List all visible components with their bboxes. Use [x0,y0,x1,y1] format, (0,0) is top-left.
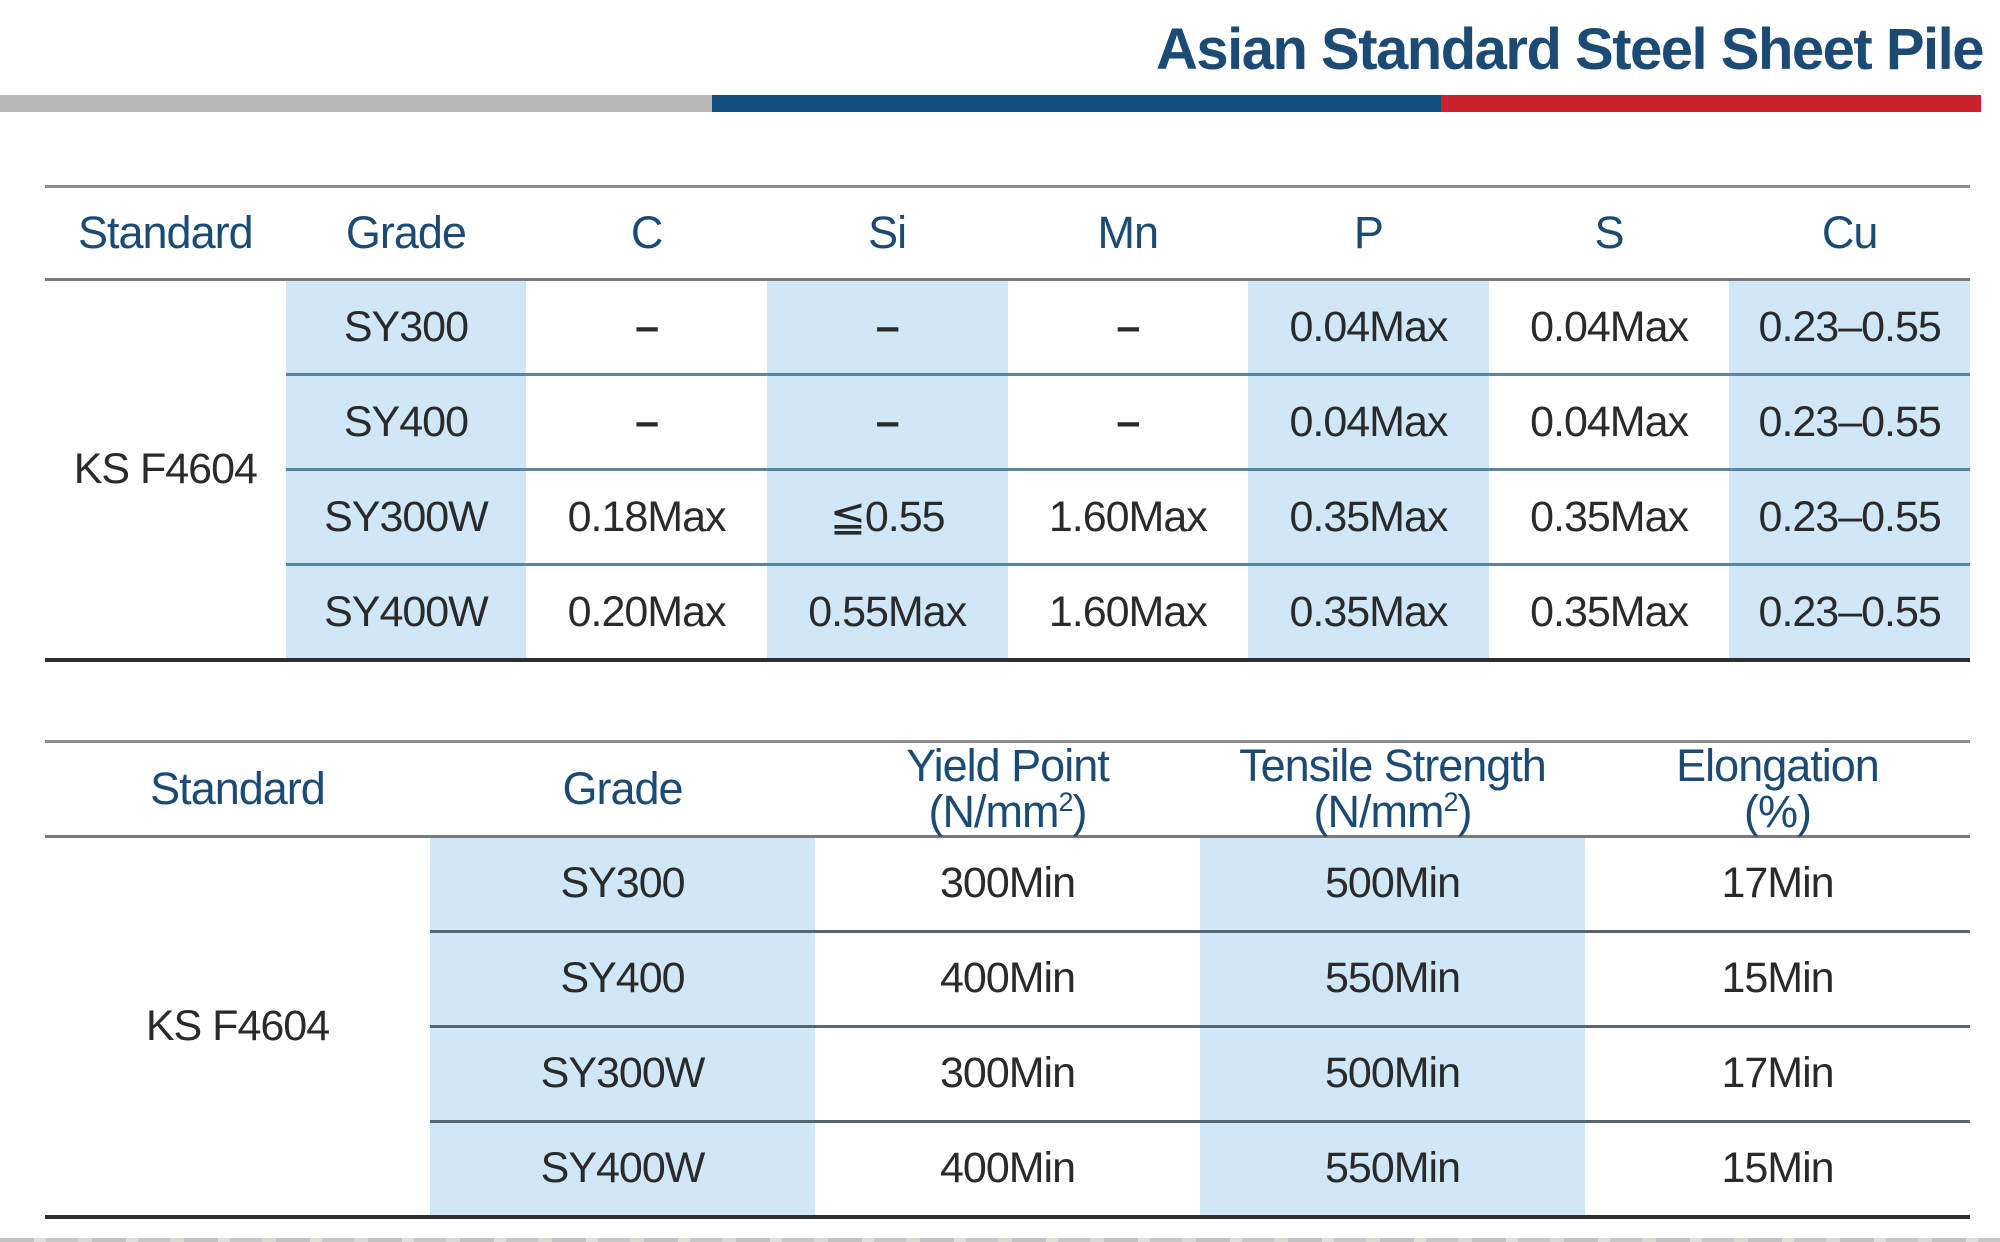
column-header-cu: Cu [1729,185,1970,281]
mn-cell: 1.60Max [1007,469,1249,566]
s-cell: 0.04Max [1488,374,1730,471]
table-row: KS F4604 SY300 – – – 0.04Max 0.04Max 0.2… [45,279,1970,662]
accent-bar-red-segment [1441,95,1981,112]
elongation-cell: 17Min [1585,836,1970,933]
column-header-tensile-strength: Tensile Strength (N/mm2) [1200,740,1585,838]
table-row: SY400 400Min 550Min 15Min [45,931,1970,1028]
table-row: SY300W 0.18Max ≦0.55 1.60Max 0.35Max 0.3… [45,469,1970,566]
tensile-strength-cell: 500Min [1200,836,1585,933]
column-header-s: S [1488,185,1730,281]
grade-cell: SY400W [285,564,527,662]
grade-cell: SY300W [285,469,527,566]
elongation-cell: 17Min [1585,1026,1970,1123]
cu-cell: 0.23–0.55 [1729,564,1970,662]
si-cell: ≦0.55 [766,469,1008,566]
c-cell: 0.18Max [526,469,767,566]
p-cell: 0.35Max [1248,469,1489,566]
table-row: KS F4604 SY300 300Min 500Min 17Min [45,836,1970,1219]
s-cell: 0.35Max [1488,564,1730,662]
mn-cell: – [1007,374,1249,471]
mechanical-properties-table: Standard Grade Yield Point (N/mm2) Tensi… [45,740,1970,1219]
p-cell: 0.35Max [1248,564,1489,662]
column-header-yield-point: Yield Point (N/mm2) [815,740,1200,838]
grade-cell: SY400W [430,1121,815,1219]
yield-point-cell: 400Min [815,931,1200,1028]
table-row: SY400W 0.20Max 0.55Max 1.60Max 0.35Max 0… [45,564,1970,662]
c-cell: 0.20Max [526,564,767,662]
column-header-c: C [526,185,767,281]
accent-bar [0,95,1981,112]
column-header-standard: Standard [45,185,286,281]
c-cell: – [526,279,767,376]
yield-point-cell: 300Min [815,836,1200,933]
cu-cell: 0.23–0.55 [1729,469,1970,566]
column-header-p: P [1248,185,1489,281]
accent-bar-blue-segment [712,95,1441,112]
tensile-strength-cell: 500Min [1200,1026,1585,1123]
accent-bar-gray-segment [0,95,712,112]
column-header-elongation: Elongation (%) [1585,740,1970,838]
p-cell: 0.04Max [1248,374,1489,471]
standard-cell: KS F4604 [45,836,430,1219]
cu-cell: 0.23–0.55 [1729,279,1970,376]
s-cell: 0.04Max [1488,279,1730,376]
column-header-mn: Mn [1007,185,1249,281]
elongation-unit: (%) [1744,785,1812,837]
mn-cell: – [1007,279,1249,376]
standard-cell: KS F4604 [45,279,286,662]
tensile-strength-cell: 550Min [1200,1121,1585,1219]
chemical-composition-table: Standard Grade C Si Mn P S Cu KS F4604 S… [45,185,1970,662]
standard-value: KS F4604 [73,445,258,493]
c-cell: – [526,374,767,471]
elongation-cell: 15Min [1585,1121,1970,1219]
table-row: SY400W 400Min 550Min 15Min [45,1121,1970,1219]
column-header-grade: Grade [430,740,815,838]
s-cell: 0.35Max [1488,469,1730,566]
standard-value: KS F4604 [145,1001,330,1050]
si-cell: – [766,279,1008,376]
grade-cell: SY400 [430,931,815,1028]
grade-cell: SY300W [430,1026,815,1123]
bottom-edge-line [0,1238,2000,1242]
yield-point-unit: (N/mm2) [928,785,1088,837]
p-cell: 0.04Max [1248,279,1489,376]
column-header-standard: Standard [45,740,430,838]
elongation-cell: 15Min [1585,931,1970,1028]
grade-cell: SY300 [285,279,527,376]
table-row: SY300W 300Min 500Min 17Min [45,1026,1970,1123]
table-row: SY400 – – – 0.04Max 0.04Max 0.23–0.55 [45,374,1970,471]
si-cell: – [766,374,1008,471]
column-header-grade: Grade [285,185,527,281]
si-cell: 0.55Max [766,564,1008,662]
tensile-strength-cell: 550Min [1200,931,1585,1028]
tensile-strength-unit: (N/mm2) [1313,785,1473,837]
yield-point-cell: 400Min [815,1121,1200,1219]
page-title: Asian Standard Steel Sheet Pile [1155,17,1985,82]
mn-cell: 1.60Max [1007,564,1249,662]
cu-cell: 0.23–0.55 [1729,374,1970,471]
grade-cell: SY300 [430,836,815,933]
grade-cell: SY400 [285,374,527,471]
yield-point-cell: 300Min [815,1026,1200,1123]
mechanical-table-header-row: Standard Grade Yield Point (N/mm2) Tensi… [45,740,1970,838]
column-header-si: Si [766,185,1008,281]
chemical-table-header-row: Standard Grade C Si Mn P S Cu [45,185,1970,281]
